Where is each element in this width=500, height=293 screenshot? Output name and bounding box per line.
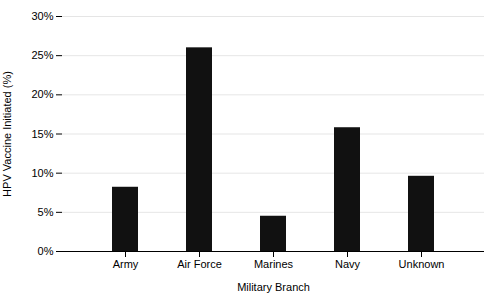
svg-text:10%: 10% [31, 167, 53, 179]
svg-text:Marines: Marines [254, 258, 294, 270]
svg-text:Unknown: Unknown [399, 258, 445, 270]
svg-text:HPV Vaccine Initiated (%): HPV Vaccine Initiated (%) [1, 71, 13, 197]
svg-text:Air Force: Air Force [177, 258, 222, 270]
svg-text:15%: 15% [31, 128, 53, 140]
svg-text:5%: 5% [38, 206, 54, 218]
svg-text:25%: 25% [31, 49, 53, 61]
svg-text:30%: 30% [31, 10, 53, 22]
svg-text:Military Branch: Military Branch [237, 281, 310, 293]
svg-text:Navy: Navy [335, 258, 361, 270]
svg-text:0%: 0% [38, 245, 54, 257]
svg-text:20%: 20% [31, 88, 53, 100]
svg-text:Army: Army [113, 258, 139, 270]
